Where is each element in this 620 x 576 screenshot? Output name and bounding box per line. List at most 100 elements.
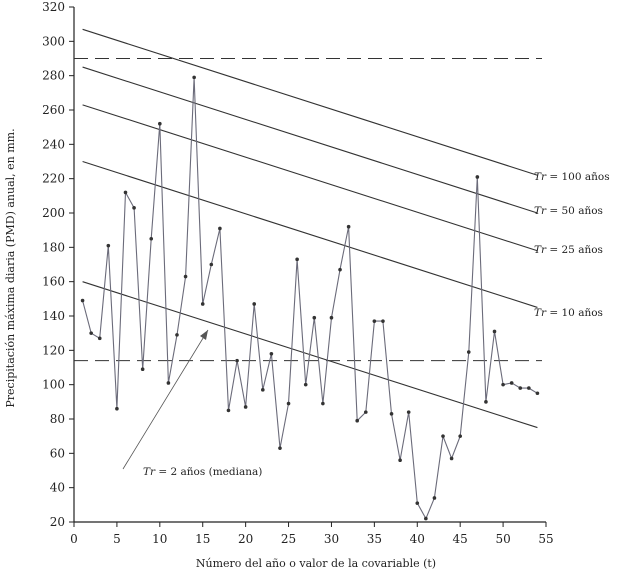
y-tick-label: 140 — [42, 309, 65, 323]
x-tick-label: 20 — [238, 532, 253, 546]
y-tick-label: 100 — [42, 378, 65, 392]
x-axis-label: Número del año o valor de la covariable … — [196, 557, 436, 570]
y-tick-label: 20 — [50, 515, 65, 529]
y-tick-label: 200 — [42, 206, 65, 220]
label-tr25-prefix: Tr — [534, 244, 547, 256]
label-tr100: Tr = 100 años — [534, 171, 610, 183]
y-tick-label: 280 — [42, 69, 65, 83]
y-tick-label: 60 — [50, 446, 65, 460]
data-point — [286, 401, 291, 406]
reference-dashed-lines — [74, 57, 542, 362]
data-point — [389, 412, 394, 416]
data-point — [97, 336, 102, 341]
data-point — [209, 262, 214, 267]
label-tr50-prefix: Tr — [534, 205, 547, 217]
data-point — [235, 358, 239, 363]
label-tr10: Tr = 10 años — [534, 307, 603, 319]
label-tr10-text: = 10 años — [546, 307, 603, 319]
data-point — [458, 434, 462, 438]
data-point — [278, 446, 282, 450]
x-tick-label: 25 — [281, 532, 296, 546]
x-tick-label: 45 — [453, 532, 468, 546]
label-tr10-prefix: Tr — [534, 307, 547, 319]
trend-line — [82, 160, 538, 308]
data-point — [192, 75, 196, 80]
x-tick-label: 5 — [113, 532, 121, 546]
x-ticks: 0 5 10 15 20 25 30 35 40 45 50 55 — [70, 522, 554, 546]
data-point — [432, 496, 437, 500]
data-point — [149, 236, 154, 241]
data-point — [269, 351, 274, 356]
label-tr2-arrowhead — [200, 330, 208, 340]
x-tick-label: 30 — [324, 532, 339, 546]
data-point — [80, 298, 85, 303]
data-point — [449, 456, 454, 461]
annotation-labels: Tr = 100 años Tr = 50 años Tr = 25 años … — [122, 171, 610, 478]
data-point — [106, 243, 111, 248]
data-point — [115, 406, 119, 411]
data-point — [321, 401, 325, 406]
label-tr2-leader — [122, 329, 209, 470]
label-tr25: Tr = 25 años — [534, 244, 603, 256]
label-tr50-text: = 50 años — [546, 205, 603, 217]
x-tick-label: 55 — [538, 532, 553, 546]
y-ticks: 20 40 60 80 100 120 140 160 180 200 220 240 260 280 30… — [42, 0, 74, 529]
axes: 2040608010012014016018020022024026028030… — [42, 0, 554, 546]
data-point — [252, 302, 257, 306]
trend-line — [82, 28, 538, 176]
y-tick-label: 120 — [42, 343, 65, 357]
data-point — [312, 315, 317, 320]
data-point — [183, 274, 188, 279]
label-tr2: Tr = 2 años (mediana) — [143, 466, 262, 478]
data-point — [329, 315, 334, 320]
data-point — [338, 267, 342, 272]
y-tick-label: 300 — [42, 34, 65, 48]
data-point — [355, 418, 360, 423]
data-point — [484, 400, 488, 404]
data-point — [492, 329, 497, 334]
data-point — [158, 121, 162, 126]
data-point — [381, 319, 385, 323]
data-point — [303, 382, 308, 387]
y-tick-label: 240 — [42, 137, 65, 151]
data-point — [424, 516, 428, 521]
data-point — [441, 434, 445, 438]
data-point — [363, 410, 368, 414]
data-point — [132, 206, 136, 210]
data-point — [406, 410, 411, 414]
label-tr50: Tr = 50 años — [534, 205, 603, 217]
data-point — [398, 458, 402, 463]
data-point — [509, 381, 514, 385]
label-tr100-prefix: Tr — [534, 171, 547, 183]
x-tick-label: 0 — [70, 532, 78, 546]
x-tick-label: 50 — [495, 532, 510, 546]
data-point — [372, 319, 377, 323]
label-tr2-prefix: Tr — [143, 466, 156, 478]
y-tick-label: 160 — [42, 275, 65, 289]
data-point — [218, 226, 222, 231]
x-tick-label: 40 — [410, 532, 425, 546]
data-point — [501, 382, 505, 387]
series-line — [82, 77, 538, 520]
data-point — [123, 190, 128, 195]
y-tick-label: 180 — [42, 240, 65, 254]
data-point — [535, 391, 540, 396]
y-tick-label: 260 — [42, 103, 65, 117]
data-point — [466, 350, 471, 354]
x-tick-label: 10 — [152, 532, 167, 546]
data-point — [475, 175, 480, 179]
trend-line — [82, 66, 538, 214]
y-tick-label: 40 — [50, 481, 65, 495]
data-point — [175, 333, 179, 337]
data-point — [295, 257, 299, 262]
data-point — [226, 408, 231, 413]
label-tr25-text: = 25 años — [546, 244, 603, 256]
data-point — [346, 224, 351, 229]
data-point — [243, 405, 248, 409]
data-series — [80, 75, 540, 521]
label-tr100-text: = 100 años — [546, 171, 610, 183]
trend-line — [82, 104, 538, 252]
data-point — [518, 386, 523, 390]
data-point — [140, 367, 145, 372]
